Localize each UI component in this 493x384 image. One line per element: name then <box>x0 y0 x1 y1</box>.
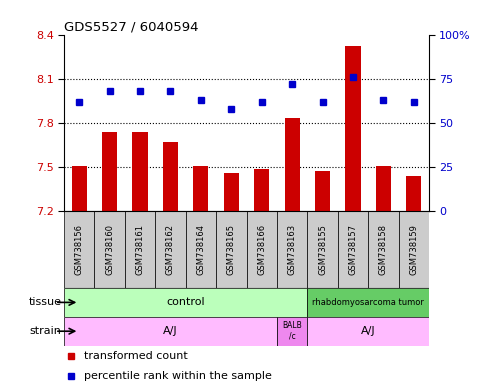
Text: percentile rank within the sample: percentile rank within the sample <box>84 371 272 381</box>
Bar <box>193 166 209 211</box>
Text: GDS5527 / 6040594: GDS5527 / 6040594 <box>64 20 199 33</box>
Text: GSM738162: GSM738162 <box>166 224 175 275</box>
Bar <box>307 288 429 317</box>
Bar <box>307 317 429 346</box>
Text: GSM738157: GSM738157 <box>349 224 357 275</box>
Text: GSM738161: GSM738161 <box>136 224 144 275</box>
Text: GSM738155: GSM738155 <box>318 224 327 275</box>
Bar <box>277 317 307 346</box>
Text: control: control <box>166 297 205 308</box>
Text: GSM738165: GSM738165 <box>227 224 236 275</box>
Bar <box>345 46 360 211</box>
Bar <box>163 142 178 211</box>
Bar <box>95 211 125 288</box>
Bar <box>155 211 186 288</box>
Bar <box>398 211 429 288</box>
Bar <box>133 132 148 211</box>
Bar <box>277 211 307 288</box>
Bar <box>307 211 338 288</box>
Text: GSM738163: GSM738163 <box>287 224 297 275</box>
Bar <box>216 211 246 288</box>
Text: A/J: A/J <box>361 326 375 336</box>
Bar <box>315 172 330 211</box>
Bar <box>254 169 269 211</box>
Text: transformed count: transformed count <box>84 351 188 361</box>
Text: rhabdomyosarcoma tumor: rhabdomyosarcoma tumor <box>312 298 424 307</box>
Text: GSM738159: GSM738159 <box>409 224 418 275</box>
Text: GSM738164: GSM738164 <box>196 224 206 275</box>
Text: tissue: tissue <box>29 297 62 308</box>
Text: GSM738156: GSM738156 <box>75 224 84 275</box>
Bar <box>102 132 117 211</box>
Bar <box>246 211 277 288</box>
Bar <box>64 317 277 346</box>
Bar <box>376 166 391 211</box>
Bar <box>64 211 95 288</box>
Text: GSM738160: GSM738160 <box>105 224 114 275</box>
Bar <box>224 173 239 211</box>
Bar <box>64 288 307 317</box>
Bar <box>368 211 398 288</box>
Bar <box>406 176 422 211</box>
Text: GSM738158: GSM738158 <box>379 224 388 275</box>
Bar <box>186 211 216 288</box>
Bar <box>125 211 155 288</box>
Text: strain: strain <box>30 326 62 336</box>
Bar <box>338 211 368 288</box>
Text: GSM738166: GSM738166 <box>257 224 266 275</box>
Text: A/J: A/J <box>163 326 178 336</box>
Bar <box>71 166 87 211</box>
Text: BALB
/c: BALB /c <box>282 321 302 341</box>
Bar <box>284 119 300 211</box>
